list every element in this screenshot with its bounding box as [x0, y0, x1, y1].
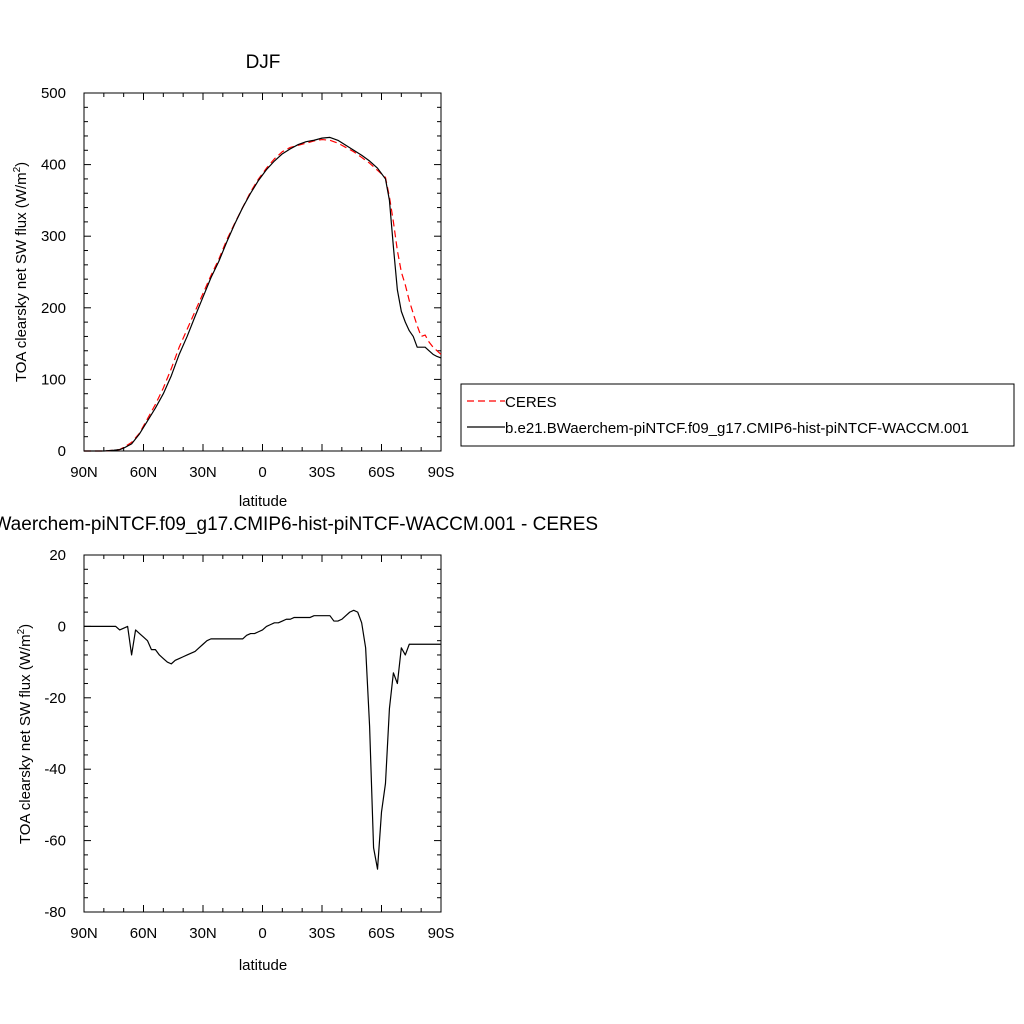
x-tick-label: 60N [130, 925, 158, 942]
top-chart-lines [84, 136, 442, 452]
series-line-ceres [84, 138, 442, 452]
series-line-b-e21-bwaerchem-pintcf-f09-g17-cmip6-hist-pintcf-waccm-001 [84, 136, 442, 452]
top-chart-legend: CERES b.e21.BWaerchem-piNTCF.f09_g17.CMI… [460, 383, 1015, 447]
top-chart: DJF 90N 60N 30N 0 30S 60S 90S0100200300400500 … [12, 52, 1015, 510]
top-chart-title: DJF [246, 52, 281, 73]
bottom-chart-y-axis-label-main: TOA clearsky net SW flux (W/m [17, 634, 34, 844]
bottom-chart-ticks: 90N 60N 30N 0 30S 60S 90S -80 -60 -40 -20 0 20 [44, 547, 454, 942]
bottom-chart-lines [84, 609, 441, 870]
top-chart-ticks: 90N 60N 30N 0 30S 60S 90S 0 100 200 300 400 500 [41, 85, 454, 481]
bottom-chart-y-axis-label-close: ) [17, 624, 34, 629]
y-tick-label: 500 [41, 85, 66, 102]
x-tick-label: 60N [130, 464, 158, 481]
top-chart-y-axis-label: TOA clearsky net SW flux (W/m2) [12, 162, 30, 382]
series-line-difference [84, 609, 441, 870]
y-tick-label: 20 [49, 547, 66, 564]
y-tick-label: -20 [44, 690, 66, 707]
top-chart-plot-frame [83, 92, 442, 452]
legend-box [460, 383, 1015, 447]
top-chart-y-axis-label-main: TOA clearsky net SW flux (W/m [13, 172, 30, 382]
bottom-chart-y-axis-label-sup: 2 [16, 628, 27, 634]
x-tick-label: 0 [258, 464, 266, 481]
y-tick-label: 200 [41, 300, 66, 317]
x-tick-label: 90S [428, 464, 455, 481]
x-tick-label: 30S [309, 925, 336, 942]
x-tick-label: 30N [189, 464, 217, 481]
bottom-chart: b.e21.BWaerchem-piNTCF.f09_g17.CMIP6-his… [0, 514, 598, 974]
y-tick-label: 100 [41, 371, 66, 388]
legend-label-ceres: CERES [505, 394, 557, 411]
y-tick-label: 0 [58, 443, 66, 460]
x-tick-label: 60S [368, 464, 395, 481]
y-tick-label: -40 [44, 761, 66, 778]
y-tick-label: 300 [41, 228, 66, 245]
top-chart-x-axis-label: latitude [239, 493, 287, 510]
x-tick-label: 30S [309, 464, 336, 481]
bottom-chart-title: b.e21.BWaerchem-piNTCF.f09_g17.CMIP6-his… [0, 514, 598, 535]
legend-label-model: b.e21.BWaerchem-piNTCF.f09_g17.CMIP6-his… [505, 420, 969, 437]
y-tick-label: 0 [58, 618, 66, 635]
x-tick-label: 90N [70, 464, 98, 481]
top-chart-y-axis-label-close: ) [13, 162, 30, 167]
bottom-chart-plot-frame [83, 554, 442, 913]
y-tick-label: -60 [44, 833, 66, 850]
bottom-chart-y-axis-label: TOA clearsky net SW flux (W/m2) [16, 624, 34, 844]
x-tick-label: 90S [428, 925, 455, 942]
y-tick-label: 400 [41, 157, 66, 174]
x-tick-label: 60S [368, 925, 395, 942]
y-tick-label: -80 [44, 904, 66, 921]
x-tick-label: 0 [258, 925, 266, 942]
x-tick-label: 90N [70, 925, 98, 942]
bottom-chart-x-axis-label: latitude [239, 957, 287, 974]
x-tick-label: 30N [189, 925, 217, 942]
top-chart-y-axis-label-sup: 2 [12, 166, 23, 172]
